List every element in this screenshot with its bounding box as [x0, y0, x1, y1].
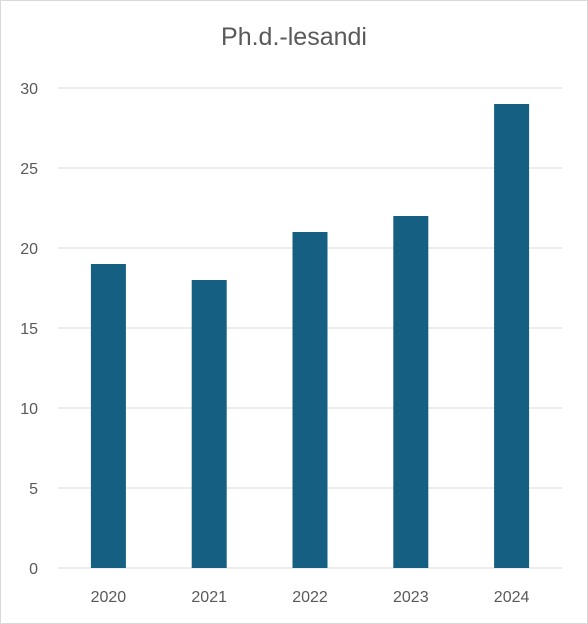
bar-2022 [292, 232, 328, 568]
y-tick-label-30: 30 [20, 81, 38, 98]
x-axis-tick-labels: 2020 2021 2022 2023 2024 [91, 589, 530, 606]
x-tick-label-2021: 2021 [191, 589, 227, 606]
x-tick-label-2022: 2022 [292, 589, 328, 606]
x-tick-label-2024: 2024 [494, 589, 530, 606]
y-tick-label-10: 10 [20, 401, 38, 418]
bar-2024 [494, 104, 530, 568]
y-tick-label-5: 5 [29, 481, 38, 498]
y-axis-tick-labels: 0 5 10 15 20 25 30 [20, 81, 38, 578]
y-tick-label-0: 0 [29, 561, 38, 578]
bar-2020 [90, 264, 126, 568]
x-tick-label-2023: 2023 [393, 589, 429, 606]
bars [90, 104, 530, 568]
bar-2023 [393, 216, 429, 568]
chart-title: Ph.d.-lesandi [221, 23, 367, 51]
y-tick-label-20: 20 [20, 241, 38, 258]
y-tick-label-15: 15 [20, 321, 38, 338]
x-tick-label-2020: 2020 [91, 589, 127, 606]
bar-2021 [191, 280, 227, 568]
y-tick-label-25: 25 [20, 161, 38, 178]
